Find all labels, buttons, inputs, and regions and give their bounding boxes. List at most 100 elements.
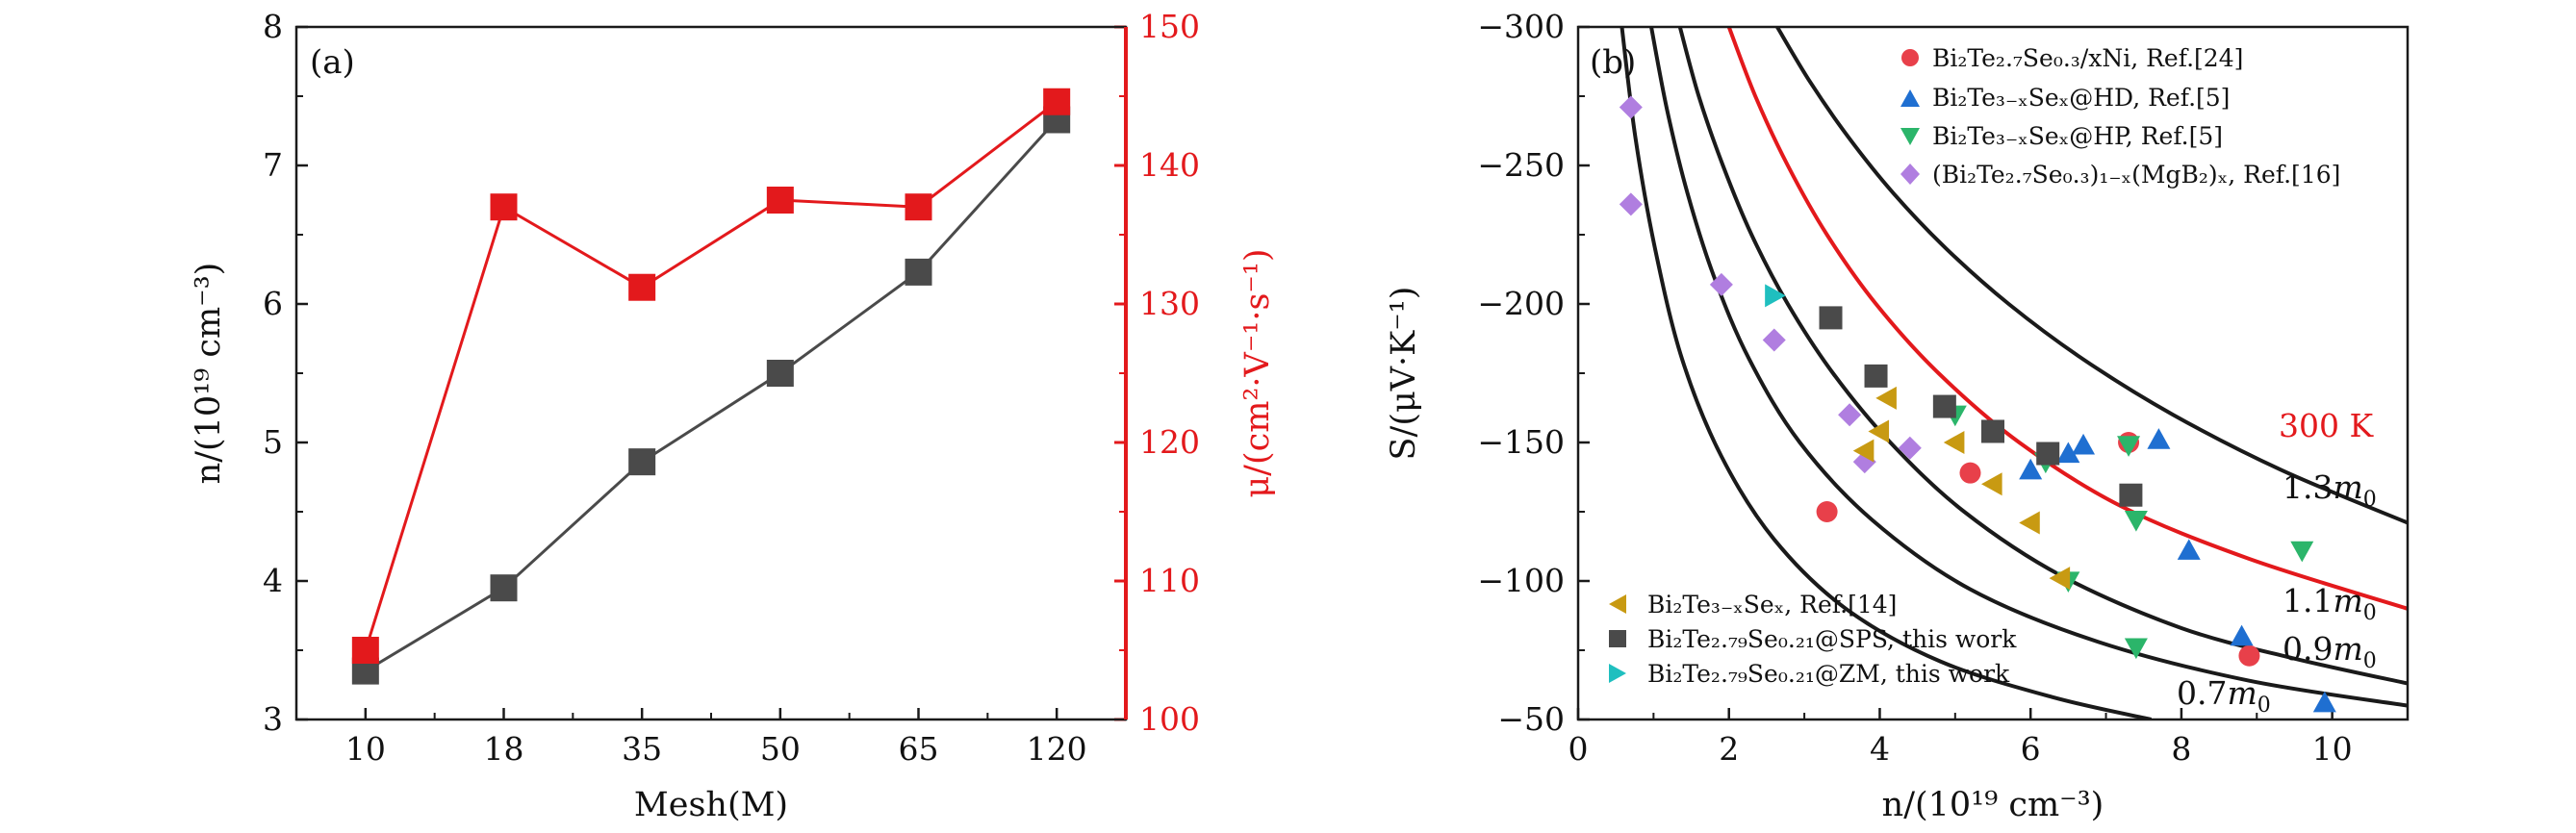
curve-label-0-7: 0.7m0 — [2177, 674, 2271, 718]
legend-bottom: Bi₂Te₃₋ₓSeₓ, Ref.[14] Bi₂Te₂.₇₉Se₀.₂₁@SP… — [1609, 591, 2017, 688]
panel-b-xtick-label: 2 — [1719, 730, 1739, 768]
panel-b-ytick-label: −250 — [1477, 146, 1565, 184]
panel-a-xtick-label: 120 — [1027, 730, 1087, 768]
panel-b-ytick-label: −100 — [1477, 562, 1565, 599]
point-Ref14 — [1868, 419, 1890, 443]
curve-label-0-9-value: 0.9 — [2283, 630, 2333, 668]
panel-b-ytick-label: −150 — [1477, 423, 1565, 461]
point-MgB2 — [1619, 192, 1643, 216]
svg-text:Bi₂Te₃₋ₓSeₓ@HD, Ref.[5]: Bi₂Te₃₋ₓSeₓ@HD, Ref.[5] — [1932, 84, 2230, 112]
panel-a-series-n — [351, 106, 1071, 685]
panel-a-ytick-left-label: 7 — [263, 146, 283, 184]
panel-a-xtick-label: 18 — [484, 730, 524, 768]
curve-label-1-3-value: 1.3 — [2283, 468, 2333, 506]
legend-top-item-4: (Bi₂Te₂.₇Se₀.₃)₁₋ₓ(MgB₂)ₓ, Ref.[16] — [1900, 161, 2340, 189]
point-MgB2 — [1762, 328, 1786, 352]
point-SPS — [2119, 483, 2143, 507]
panel-a-xtick-label: 65 — [899, 730, 939, 768]
panel-a-xtick-label: 10 — [345, 730, 386, 768]
panel-a-xtick-label: 50 — [760, 730, 801, 768]
panel-a-ytick-right-label: 140 — [1139, 146, 1200, 184]
panel-b-xlabel: n/(10¹⁹ cm⁻³) — [1882, 786, 2104, 824]
curve-label-0-7-value: 0.7 — [2177, 674, 2227, 712]
point-HD — [2019, 458, 2043, 480]
panel-a-ytick-right-label: 110 — [1139, 562, 1200, 599]
panel-a-point-mu — [351, 637, 379, 664]
point-MgB2 — [1898, 436, 1922, 460]
panel-a-point-n — [490, 574, 518, 602]
panel-a-ylabel-right: μ/(cm²·V⁻¹·s⁻¹) — [1238, 248, 1277, 497]
panel-b-curves — [1620, 27, 2408, 719]
panel-a-ytick-right-label: 130 — [1139, 285, 1200, 322]
point-SPS — [1981, 419, 2004, 443]
point-HD — [2177, 539, 2201, 560]
point-Ref14 — [1981, 472, 2002, 496]
panel-a-frame — [294, 25, 1128, 721]
panel-b-xtick-label: 10 — [2312, 730, 2353, 768]
point-SPS — [1932, 394, 1956, 418]
panel-b-xtick-label: 8 — [2171, 730, 2191, 768]
panel-a-ytick-left-label: 5 — [263, 423, 283, 461]
legend-bottom-item-2: Bi₂Te₂.₇₉Se₀.₂₁@SPS, this work — [1609, 625, 2017, 653]
panel-a-ytick-left-label: 3 — [263, 700, 283, 738]
panel-a-xlabel: Mesh(M) — [634, 786, 788, 824]
panel-a-ytick-right-label: 150 — [1139, 8, 1200, 45]
legend-top-item-2: Bi₂Te₃₋ₓSeₓ@HD, Ref.[5] — [1900, 84, 2230, 112]
curve-1-1m0 — [1677, 27, 2408, 686]
curve-0-7m0 — [1620, 27, 2153, 719]
panel-a-label: (a) — [310, 43, 355, 82]
svg-text:(Bi₂Te₂.₇Se₀.₃)₁₋ₓ(MgB₂)ₓ, Ref: (Bi₂Te₂.₇Se₀.₃)₁₋ₓ(MgB₂)ₓ, Ref.[16] — [1932, 161, 2340, 189]
panel-b-ytick-label: −50 — [1497, 700, 1565, 738]
point-MgB2 — [1619, 95, 1643, 119]
point-MgB2 — [1838, 403, 1862, 427]
curve-label-0-9: 0.9m0 — [2283, 630, 2377, 673]
curve-label-1-1: 1.1m0 — [2283, 582, 2377, 625]
svg-text:Bi₂Te₂.₇Se₀.₃/xNi, Ref.[24]: Bi₂Te₂.₇Se₀.₃/xNi, Ref.[24] — [1932, 44, 2243, 72]
panel-b-ylabel: S/(μV·K⁻¹) — [1385, 287, 1423, 461]
panel-a-line-mu — [364, 100, 1058, 651]
point-HP — [2124, 638, 2148, 660]
panel-a-point-mu — [1043, 88, 1071, 115]
point-SPS — [1864, 364, 1888, 388]
point-SPS — [1819, 306, 1843, 330]
panel-b-xtick-label: 4 — [1870, 730, 1890, 768]
panel-a-point-n — [766, 360, 794, 387]
panel-a-point-n — [905, 258, 932, 286]
point-Ref14 — [1852, 439, 1875, 463]
panel-a-point-mu — [628, 273, 656, 301]
point-HP — [2124, 511, 2148, 532]
svg-text:Bi₂Te₂.₇₉Se₀.₂₁@ZM, this work: Bi₂Te₂.₇₉Se₀.₂₁@ZM, this work — [1647, 660, 2010, 688]
panel-a-ytick-right-label: 120 — [1139, 423, 1200, 461]
curve-1-3m0 — [1775, 27, 2408, 525]
point-Ref14 — [1875, 386, 1897, 410]
point-HD — [2230, 624, 2254, 646]
svg-text:Bi₂Te₂.₇₉Se₀.₂₁@SPS, this work: Bi₂Te₂.₇₉Se₀.₂₁@SPS, this work — [1647, 625, 2017, 653]
point-Ni — [1959, 462, 1981, 484]
point-HP — [2290, 541, 2314, 563]
panel-b-points — [1619, 95, 2336, 713]
svg-text:Bi₂Te₃₋ₓSeₓ, Ref.[14]: Bi₂Te₃₋ₓSeₓ, Ref.[14] — [1647, 591, 1897, 618]
point-HD — [2056, 442, 2080, 464]
panel-a-ticks: 10 18 35 50 65 120 3 4 5 6 7 8 100 110 120 130 140 150 — [263, 8, 1200, 768]
point-HD — [2072, 433, 2096, 455]
point-MgB2 — [1709, 272, 1733, 296]
panel-a-line-n — [365, 118, 1058, 672]
curve-label-1-1-value: 1.1 — [2283, 582, 2333, 619]
panel-b-ytick-label: −200 — [1477, 285, 1565, 322]
point-Ref14 — [2049, 567, 2071, 591]
panel-a: 10 18 35 50 65 120 3 4 5 6 7 8 100 110 120 130 140 150 (a… — [190, 8, 1277, 824]
curve-red — [1726, 27, 2408, 611]
curve-label-1-3: 1.3m0 — [2283, 468, 2377, 512]
panel-a-series-mu — [351, 88, 1071, 664]
svg-text:Bi₂Te₃₋ₓSeₓ@HP, Ref.[5]: Bi₂Te₃₋ₓSeₓ@HP, Ref.[5] — [1932, 122, 2223, 150]
point-ZM — [1765, 284, 1786, 308]
legend-top-item-1: Bi₂Te₂.₇Se₀.₃/xNi, Ref.[24] — [1901, 44, 2243, 72]
point-Ref14 — [1943, 431, 1965, 454]
legend-top: Bi₂Te₂.₇Se₀.₃/xNi, Ref.[24] Bi₂Te₃₋ₓSeₓ@… — [1900, 44, 2340, 189]
panel-a-ytick-left-label: 8 — [263, 8, 283, 45]
point-SPS — [2036, 442, 2060, 466]
panel-b-xtick-label: 6 — [2021, 730, 2041, 768]
point-HP — [2117, 436, 2141, 457]
panel-b-xtick-label: 0 — [1569, 730, 1589, 768]
panel-a-ytick-left-label: 4 — [263, 562, 283, 599]
